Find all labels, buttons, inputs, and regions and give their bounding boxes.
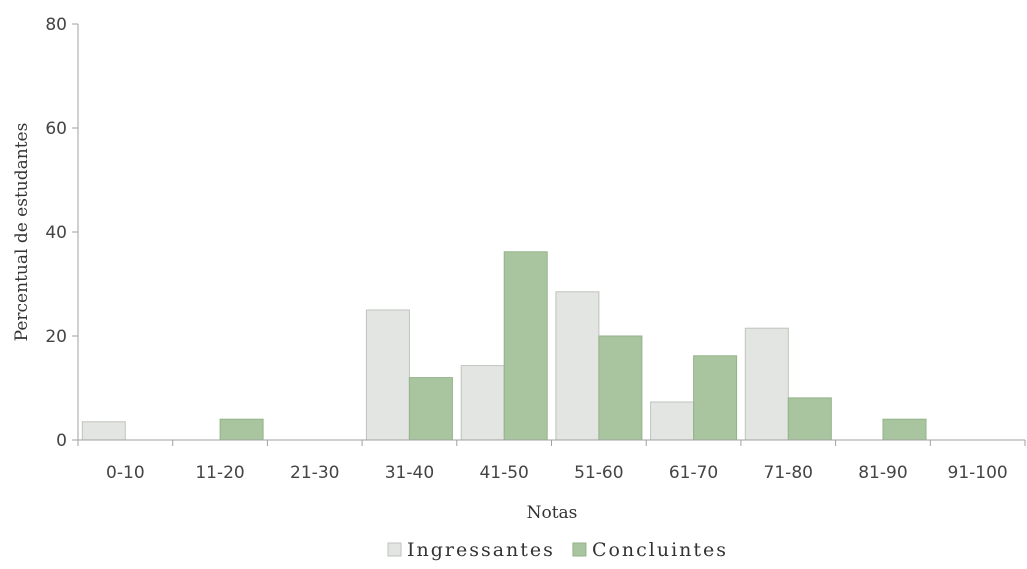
- x-tick-label: 41-50: [479, 463, 528, 483]
- x-tick-label: 31-40: [385, 463, 434, 483]
- bar-concluintes-31-40: [408, 377, 453, 441]
- x-tick-label: 81-90: [858, 463, 907, 483]
- legend-label-concluintes: Concluintes: [592, 539, 728, 561]
- bar-ingressantes-71-80: [744, 327, 789, 441]
- bar-concluintes-41-50: [503, 251, 548, 441]
- bar-ingressantes-51-60: [555, 291, 600, 441]
- legend-label-ingressantes: Ingressantes: [407, 539, 555, 561]
- y-tick-label: 20: [45, 327, 67, 347]
- legend-swatch-concluintes: [572, 542, 587, 557]
- x-tick-label: 11-20: [195, 463, 244, 483]
- bar-concluintes-71-80: [787, 397, 832, 441]
- y-tick-label: 0: [56, 431, 67, 451]
- y-tick-label: 60: [45, 119, 67, 139]
- bar-concluintes-11-20: [219, 418, 264, 441]
- bar-ingressantes-31-40: [365, 309, 410, 441]
- y-tick-label: 80: [45, 15, 67, 35]
- bar-concluintes-51-60: [598, 335, 643, 441]
- x-tick-label: 91-100: [948, 463, 1008, 483]
- x-tick-label: 0-10: [106, 463, 145, 483]
- axes-group: [77, 24, 1025, 441]
- bars-group: [81, 251, 927, 441]
- bar-concluintes-61-70: [693, 355, 738, 441]
- y-ticks-group: 0 20 40 60 80: [45, 15, 78, 451]
- bar-ingressantes-41-50: [460, 365, 505, 441]
- x-tick-label: 61-70: [669, 463, 718, 483]
- x-ticks-group: 0-10 11-20 21-30 31-40 41-50 51-60 61-70 71-80 8…: [77, 440, 1026, 483]
- bar-ingressantes-0-10: [81, 421, 126, 441]
- x-tick-label: 51-60: [574, 463, 623, 483]
- x-tick-label: 21-30: [290, 463, 339, 483]
- y-tick-label: 40: [45, 223, 67, 243]
- legend: Ingressantes Concluintes: [387, 539, 728, 561]
- bar-concluintes-81-90: [882, 418, 927, 441]
- bar-ingressantes-61-70: [650, 401, 695, 441]
- y-axis-title: Percentual de estudantes: [12, 123, 32, 342]
- legend-swatch-ingressantes: [387, 542, 402, 557]
- x-tick-label: 71-80: [764, 463, 813, 483]
- x-axis-title: Notas: [527, 503, 578, 523]
